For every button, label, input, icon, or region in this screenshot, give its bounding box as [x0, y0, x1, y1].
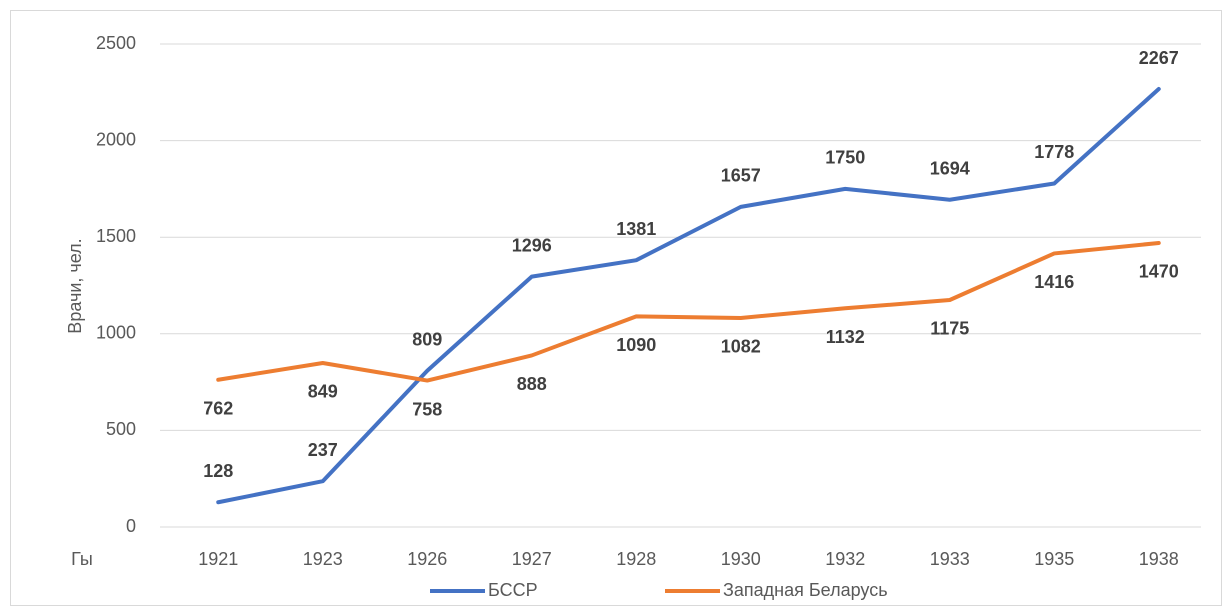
chart-frame [10, 10, 1222, 606]
data-label: 1657 [721, 166, 761, 186]
y-axis-label: Врачи, чел. [65, 238, 85, 333]
series-line [216, 87, 1161, 505]
x-tick-label: 1930 [721, 549, 761, 569]
x-tick-label: 1932 [825, 549, 865, 569]
x-tick-label: 1926 [407, 549, 447, 569]
data-label: 1750 [825, 148, 865, 168]
data-label: 1090 [616, 335, 656, 355]
data-label: 1175 [930, 319, 969, 339]
x-tick-label: 1935 [1034, 549, 1074, 569]
data-label: 1778 [1034, 142, 1074, 162]
x-tick-label: 1923 [303, 549, 343, 569]
data-label: 1132 [826, 327, 865, 347]
x-axis-label: Гы [71, 549, 93, 569]
data-label: 1296 [512, 235, 552, 255]
x-tick-label: 1933 [930, 549, 970, 569]
x-tick-label: 1927 [512, 549, 552, 569]
legend-label: Западная Беларусь [723, 580, 888, 600]
data-label: 849 [308, 382, 338, 402]
data-label: 128 [203, 461, 233, 481]
data-label: 1694 [930, 158, 970, 178]
x-tick-label: 1928 [616, 549, 656, 569]
legend-label: БССР [488, 580, 538, 600]
data-label: 1416 [1034, 272, 1074, 292]
data-label: 762 [203, 399, 233, 419]
x-tick-label: 1921 [198, 549, 238, 569]
series-line [216, 240, 1161, 383]
data-label: 809 [412, 329, 442, 349]
y-tick-label: 1000 [96, 323, 136, 343]
y-tick-label: 2500 [96, 33, 136, 53]
y-tick-label: 2000 [96, 129, 136, 149]
y-tick-label: 1500 [96, 226, 136, 246]
data-label: 758 [412, 399, 442, 419]
data-label: 2267 [1139, 48, 1179, 68]
data-label: 1082 [721, 337, 761, 357]
data-label: 237 [308, 440, 338, 460]
y-tick-label: 500 [106, 419, 136, 439]
data-label: 1381 [616, 219, 656, 239]
x-tick-label: 1938 [1139, 549, 1179, 569]
y-tick-label: 0 [126, 516, 136, 536]
data-label: 888 [517, 374, 547, 394]
data-label: 1470 [1139, 262, 1179, 282]
